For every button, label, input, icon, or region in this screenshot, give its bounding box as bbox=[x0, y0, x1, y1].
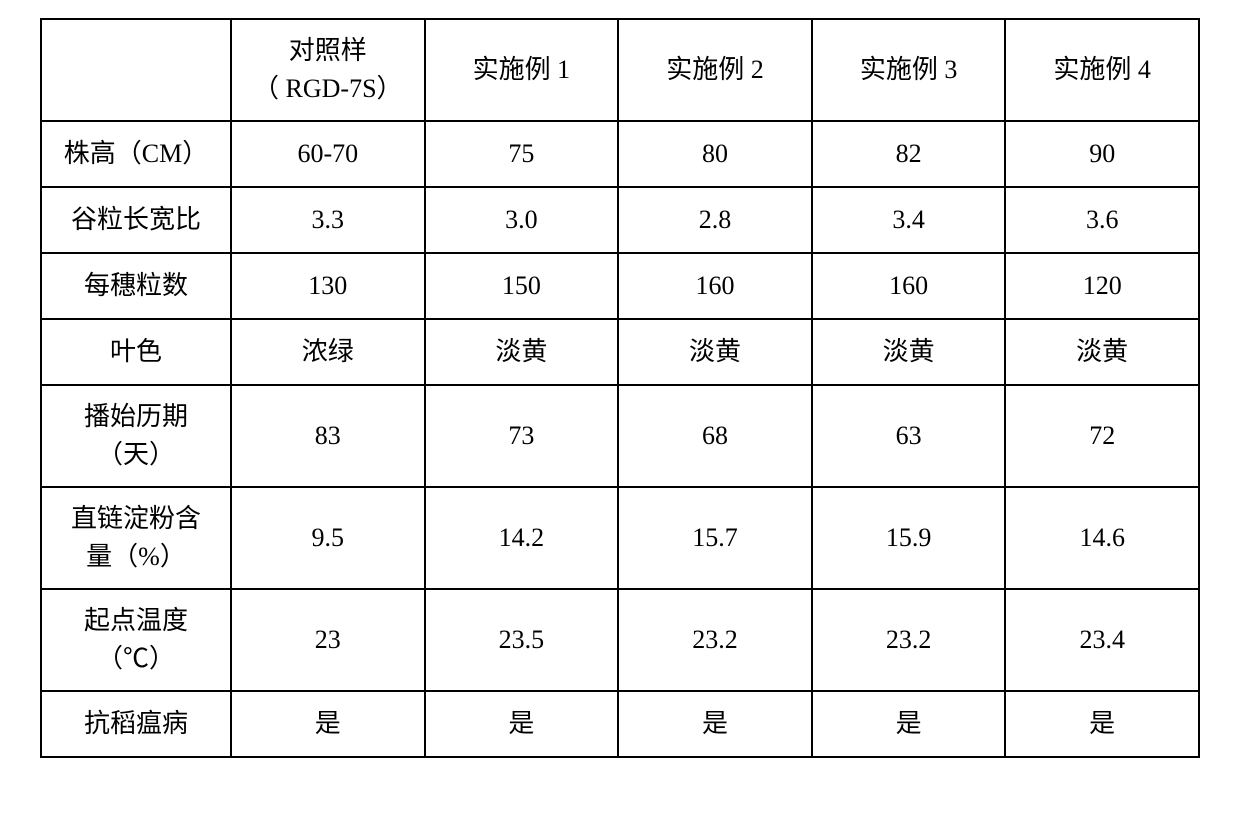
cell: 淡黄 bbox=[812, 319, 1006, 385]
header-cell-blank bbox=[41, 19, 231, 121]
table-row: 每穗粒数 130 150 160 160 120 bbox=[41, 253, 1199, 319]
cell: 淡黄 bbox=[618, 319, 812, 385]
header-cell-ex2: 实施例 2 bbox=[618, 19, 812, 121]
table-row: 谷粒长宽比 3.3 3.0 2.8 3.4 3.6 bbox=[41, 187, 1199, 253]
cell: 淡黄 bbox=[1005, 319, 1199, 385]
header-cell-ex3: 实施例 3 bbox=[812, 19, 1006, 121]
cell: 15.7 bbox=[618, 487, 812, 589]
row-label: 谷粒长宽比 bbox=[41, 187, 231, 253]
cell: 23.2 bbox=[812, 589, 1006, 691]
cell: 72 bbox=[1005, 385, 1199, 487]
cell: 14.2 bbox=[425, 487, 619, 589]
cell: 23.2 bbox=[618, 589, 812, 691]
cell: 是 bbox=[618, 691, 812, 757]
cell: 150 bbox=[425, 253, 619, 319]
cell: 23 bbox=[231, 589, 425, 691]
cell: 160 bbox=[618, 253, 812, 319]
header-cell-control: 对照样（ RGD-7S） bbox=[231, 19, 425, 121]
row-label: 播始历期（天） bbox=[41, 385, 231, 487]
cell: 75 bbox=[425, 121, 619, 187]
cell: 160 bbox=[812, 253, 1006, 319]
table-row: 叶色 浓绿 淡黄 淡黄 淡黄 淡黄 bbox=[41, 319, 1199, 385]
header-cell-ex4: 实施例 4 bbox=[1005, 19, 1199, 121]
table-row: 株高（CM） 60-70 75 80 82 90 bbox=[41, 121, 1199, 187]
cell: 浓绿 bbox=[231, 319, 425, 385]
cell: 3.4 bbox=[812, 187, 1006, 253]
cell: 90 bbox=[1005, 121, 1199, 187]
header-cell-ex1: 实施例 1 bbox=[425, 19, 619, 121]
cell: 是 bbox=[1005, 691, 1199, 757]
cell: 130 bbox=[231, 253, 425, 319]
cell: 60-70 bbox=[231, 121, 425, 187]
cell: 73 bbox=[425, 385, 619, 487]
cell: 63 bbox=[812, 385, 1006, 487]
cell: 23.5 bbox=[425, 589, 619, 691]
row-label: 每穗粒数 bbox=[41, 253, 231, 319]
cell: 14.6 bbox=[1005, 487, 1199, 589]
cell: 80 bbox=[618, 121, 812, 187]
row-label: 起点温度（℃） bbox=[41, 589, 231, 691]
table-row: 抗稻瘟病 是 是 是 是 是 bbox=[41, 691, 1199, 757]
page: 对照样（ RGD-7S） 实施例 1 实施例 2 实施例 3 实施例 4 株高（… bbox=[0, 0, 1240, 836]
cell: 120 bbox=[1005, 253, 1199, 319]
row-label: 抗稻瘟病 bbox=[41, 691, 231, 757]
cell: 23.4 bbox=[1005, 589, 1199, 691]
comparison-table: 对照样（ RGD-7S） 实施例 1 实施例 2 实施例 3 实施例 4 株高（… bbox=[40, 18, 1200, 758]
cell: 淡黄 bbox=[425, 319, 619, 385]
cell: 82 bbox=[812, 121, 1006, 187]
cell: 2.8 bbox=[618, 187, 812, 253]
cell: 9.5 bbox=[231, 487, 425, 589]
cell: 3.3 bbox=[231, 187, 425, 253]
cell: 是 bbox=[425, 691, 619, 757]
row-label: 直链淀粉含量（%） bbox=[41, 487, 231, 589]
row-label: 株高（CM） bbox=[41, 121, 231, 187]
table-header-row: 对照样（ RGD-7S） 实施例 1 实施例 2 实施例 3 实施例 4 bbox=[41, 19, 1199, 121]
cell: 是 bbox=[231, 691, 425, 757]
table-row: 播始历期（天） 83 73 68 63 72 bbox=[41, 385, 1199, 487]
table-row: 起点温度（℃） 23 23.5 23.2 23.2 23.4 bbox=[41, 589, 1199, 691]
cell: 是 bbox=[812, 691, 1006, 757]
cell: 68 bbox=[618, 385, 812, 487]
cell: 3.6 bbox=[1005, 187, 1199, 253]
cell: 83 bbox=[231, 385, 425, 487]
table-row: 直链淀粉含量（%） 9.5 14.2 15.7 15.9 14.6 bbox=[41, 487, 1199, 589]
cell: 15.9 bbox=[812, 487, 1006, 589]
cell: 3.0 bbox=[425, 187, 619, 253]
row-label: 叶色 bbox=[41, 319, 231, 385]
